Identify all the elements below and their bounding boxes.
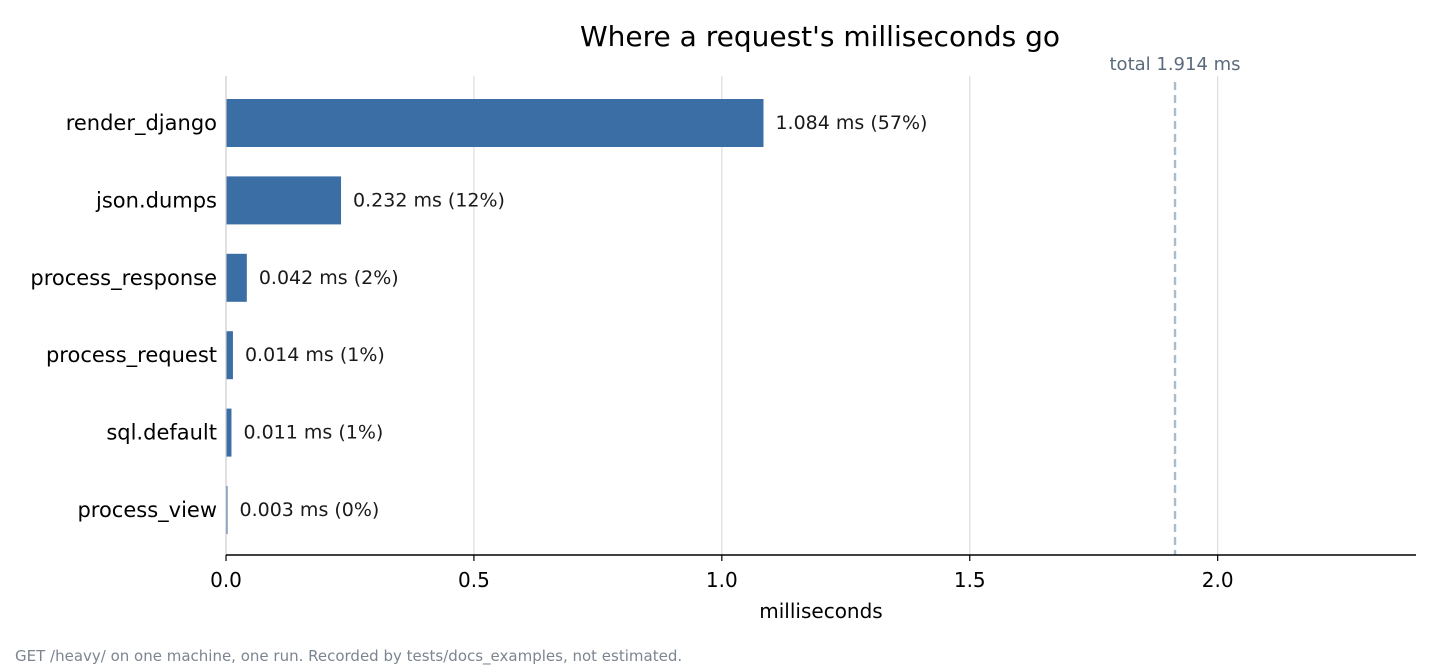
bars: render_django 1.084 ms (57%) json.dumps 0.2… <box>30 99 927 534</box>
category-label: render_django <box>66 111 217 136</box>
x-axis-label: milliseconds <box>759 599 882 623</box>
category-label: json.dumps <box>95 188 217 212</box>
reference-line-group: total 1.914 ms <box>1110 54 1241 555</box>
data-label: 0.003 ms (0%) <box>240 499 380 521</box>
category-label: process_response <box>30 266 217 291</box>
total-reference-label: total 1.914 ms <box>1110 54 1241 75</box>
bar-process-response <box>226 253 247 302</box>
bar-json-dumps <box>226 176 342 225</box>
data-label: 1.084 ms (57%) <box>775 112 927 134</box>
data-label: 0.042 ms (2%) <box>259 267 399 289</box>
bar-process-request <box>226 331 233 380</box>
grid-lines <box>473 76 1219 555</box>
bar-process-view <box>226 486 228 534</box>
x-tick-label: 1.0 <box>706 568 738 592</box>
bar-sql-default <box>226 408 232 457</box>
bar-render-django <box>226 99 764 147</box>
data-label: 0.232 ms (12%) <box>353 189 505 211</box>
x-tick-label: 0.0 <box>210 568 242 592</box>
chart-title: Where a request's milliseconds go <box>580 20 1060 53</box>
data-label: 0.014 ms (1%) <box>245 344 385 366</box>
x-tick-label: 0.5 <box>458 568 490 592</box>
chart: Where a request's milliseconds go total … <box>30 20 1416 623</box>
category-label: process_request <box>46 343 217 368</box>
x-tick-label: 1.5 <box>954 568 986 592</box>
data-label: 0.011 ms (1%) <box>243 422 383 444</box>
category-label: process_view <box>77 498 217 523</box>
x-axis: 0.0 0.5 1.0 1.5 2.0 <box>210 76 1416 592</box>
category-label: sql.default <box>106 421 217 445</box>
x-tick-label: 2.0 <box>1202 568 1234 592</box>
footnote: GET /heavy/ on one machine, one run. Rec… <box>15 647 683 665</box>
